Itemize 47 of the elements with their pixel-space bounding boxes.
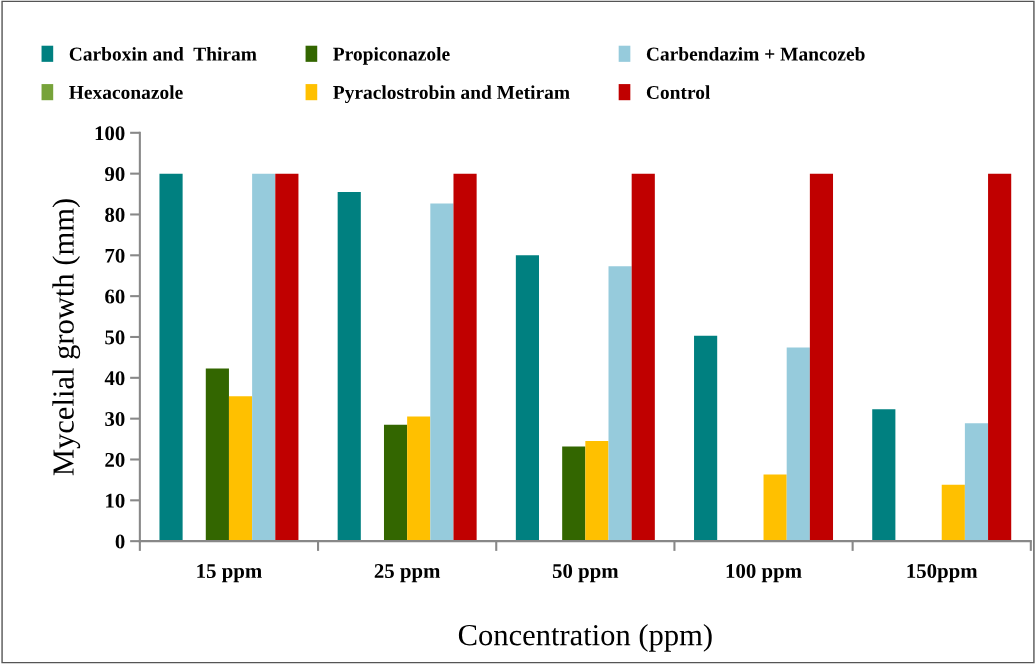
bar xyxy=(585,441,609,542)
y-tick-label: 60 xyxy=(105,289,125,304)
y-tick-label: 90 xyxy=(105,167,125,182)
legend-label: Pyraclostrobin and Metiram xyxy=(333,85,570,104)
bar xyxy=(383,424,408,542)
bar xyxy=(631,173,655,542)
x-tick-label: 150ppm xyxy=(907,563,978,583)
bar xyxy=(430,203,454,542)
legend-label: Hexaconazole xyxy=(69,85,183,100)
legend-label: Carbendazim + Mancozeb xyxy=(646,47,865,61)
bar xyxy=(275,173,299,542)
bar xyxy=(988,173,1012,542)
y-tick-label: 30 xyxy=(105,412,125,427)
bar xyxy=(159,173,183,542)
y-axis-title: Mycelial growth (mm) xyxy=(52,199,81,476)
x-tick-label: 15 ppm xyxy=(197,564,262,583)
bar xyxy=(337,192,361,542)
bar xyxy=(205,368,229,542)
x-tick-label: 25 ppm xyxy=(374,564,441,583)
y-tick-label: 70 xyxy=(105,248,125,263)
bar xyxy=(809,173,834,542)
bar xyxy=(228,396,253,542)
y-tick-label: 80 xyxy=(105,207,125,222)
y-tick-label: 40 xyxy=(104,371,125,386)
y-tick-label: 50 xyxy=(105,330,125,345)
bar xyxy=(252,173,276,542)
legend-label: Control xyxy=(646,85,711,100)
bar xyxy=(872,409,896,542)
x-tick-label: 100 ppm xyxy=(726,563,802,583)
y-tick-label: 10 xyxy=(106,493,125,508)
bar xyxy=(515,255,540,542)
y-tick-label: 0 xyxy=(115,534,125,549)
bar xyxy=(941,484,965,542)
bar xyxy=(786,347,810,542)
bar xyxy=(562,446,586,542)
bar xyxy=(763,474,787,542)
bar xyxy=(608,266,632,542)
legend-label: Propiconazole xyxy=(333,47,450,65)
bar xyxy=(694,335,718,542)
legend-label: Carboxin and Thiram xyxy=(69,47,257,61)
x-tick-label: 50 ppm xyxy=(552,563,619,583)
x-axis-title: Concentration (ppm) xyxy=(458,623,712,652)
y-tick-label: 100 xyxy=(95,126,125,141)
bar xyxy=(407,416,431,542)
y-tick-label: 20 xyxy=(105,452,125,467)
bar xyxy=(964,423,989,542)
bar xyxy=(453,173,477,542)
